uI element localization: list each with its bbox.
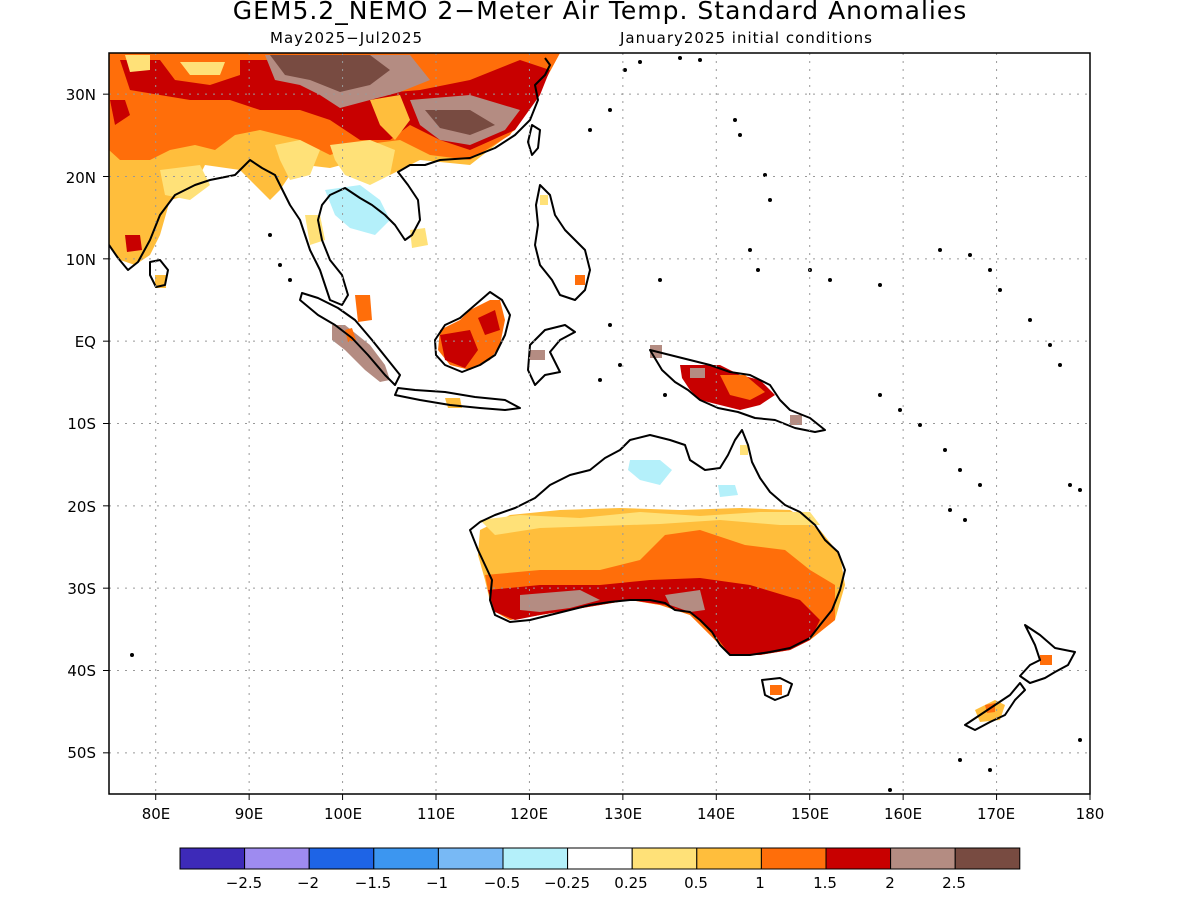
- colorbar-label: −2.5: [226, 874, 262, 892]
- colorbar-swatch: [696, 847, 762, 870]
- colorbar-label: −1.5: [355, 874, 391, 892]
- asia-anomalies: [109, 53, 560, 288]
- latitude-labels: 30N 20N 10N EQ 10S 20S 30S 40S 50S: [66, 86, 96, 762]
- lat-label: 30S: [67, 580, 96, 598]
- lon-label: 180: [1076, 805, 1105, 823]
- colorbar-swatch: [308, 847, 375, 870]
- colorbar-label: −0.5: [484, 874, 520, 892]
- coastlines: [109, 57, 1076, 731]
- lon-label: 130E: [604, 805, 642, 823]
- colorbar-labels: −2.5 −2 −1.5 −1 −0.5 −0.25 0.25 0.5 1 1.…: [226, 874, 966, 892]
- lat-label: 50S: [67, 744, 96, 762]
- lat-label: 10S: [67, 415, 96, 433]
- colorbar: −2.5 −2 −1.5 −1 −0.5 −0.25 0.25 0.5 1 1.…: [179, 847, 1021, 892]
- lat-label: 40S: [67, 662, 96, 680]
- lon-label: 110E: [417, 805, 455, 823]
- longitude-labels: 80E 90E 100E 110E 120E 130E 140E 150E 16…: [142, 805, 1105, 823]
- colorbar-swatch: [631, 847, 698, 870]
- colorbar-label: −1: [426, 874, 448, 892]
- colorbar-label: −2: [297, 874, 319, 892]
- colorbar-swatch: [567, 847, 633, 870]
- lat-label: 10N: [66, 251, 96, 269]
- colorbar-swatches: [179, 847, 1021, 870]
- lat-label: 20S: [67, 498, 96, 516]
- graticule: [109, 53, 1090, 794]
- colorbar-swatch: [760, 847, 827, 870]
- lat-label: 30N: [66, 86, 96, 104]
- pacific-islands: [130, 56, 1082, 792]
- lon-label: 150E: [791, 805, 829, 823]
- lat-label: EQ: [75, 333, 96, 351]
- lon-label: 120E: [510, 805, 548, 823]
- colorbar-swatch: [244, 847, 310, 870]
- colorbar-swatch: [179, 847, 246, 870]
- lon-label: 80E: [142, 805, 171, 823]
- colorbar-label: 1: [755, 874, 765, 892]
- forecast-period: May2025−Jul2025: [270, 29, 424, 47]
- lon-label: 140E: [697, 805, 735, 823]
- lat-label: 20N: [66, 169, 96, 187]
- australia-anomalies: [478, 445, 845, 695]
- colorbar-label: 2.5: [942, 874, 966, 892]
- colorbar-swatch: [373, 847, 439, 870]
- anomaly-field: [109, 53, 1082, 792]
- colorbar-swatch: [502, 847, 569, 870]
- colorbar-swatch: [825, 847, 892, 870]
- colorbar-label: 0.25: [614, 874, 647, 892]
- maritime-anomalies: [332, 195, 802, 425]
- axis-ticks: [103, 93, 1091, 800]
- new-zealand-anomalies: [975, 655, 1052, 722]
- lon-label: 160E: [884, 805, 922, 823]
- lon-label: 90E: [235, 805, 264, 823]
- colorbar-label: −0.25: [544, 874, 590, 892]
- colorbar-swatch: [890, 847, 956, 870]
- colorbar-label: 2: [885, 874, 895, 892]
- lon-label: 100E: [324, 805, 362, 823]
- colorbar-swatch: [954, 847, 1021, 870]
- initial-conditions: January2025 initial conditions: [620, 29, 873, 47]
- colorbar-swatch: [437, 847, 504, 870]
- colorbar-label: 1.5: [813, 874, 837, 892]
- chart-title: GEM5.2_NEMO 2−Meter Air Temp. Standard A…: [232, 0, 968, 25]
- colorbar-label: 0.5: [684, 874, 708, 892]
- lon-label: 170E: [977, 805, 1015, 823]
